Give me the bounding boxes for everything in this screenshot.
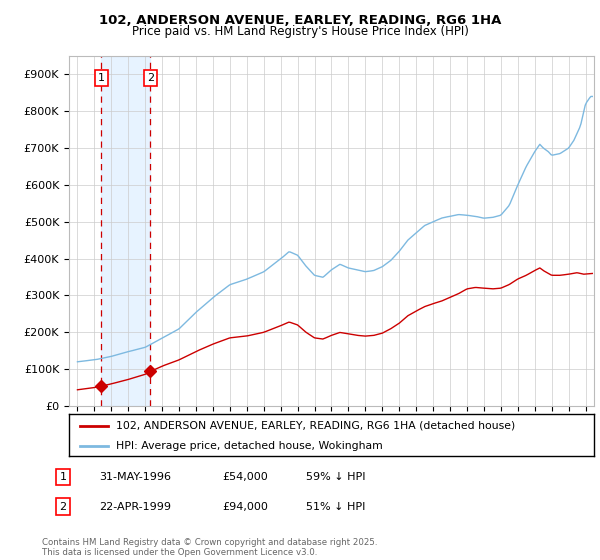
Text: £54,000: £54,000 <box>222 472 268 482</box>
Bar <box>101 56 151 406</box>
Text: 51% ↓ HPI: 51% ↓ HPI <box>306 502 365 512</box>
Text: 102, ANDERSON AVENUE, EARLEY, READING, RG6 1HA: 102, ANDERSON AVENUE, EARLEY, READING, R… <box>99 14 501 27</box>
Text: HPI: Average price, detached house, Wokingham: HPI: Average price, detached house, Woki… <box>116 441 383 451</box>
Text: 2: 2 <box>147 73 154 83</box>
Text: Price paid vs. HM Land Registry's House Price Index (HPI): Price paid vs. HM Land Registry's House … <box>131 25 469 38</box>
Text: Contains HM Land Registry data © Crown copyright and database right 2025.
This d: Contains HM Land Registry data © Crown c… <box>42 538 377 557</box>
Text: 1: 1 <box>59 472 67 482</box>
Text: 22-APR-1999: 22-APR-1999 <box>99 502 171 512</box>
Text: £94,000: £94,000 <box>222 502 268 512</box>
Text: 31-MAY-1996: 31-MAY-1996 <box>99 472 171 482</box>
Text: 2: 2 <box>59 502 67 512</box>
Text: 59% ↓ HPI: 59% ↓ HPI <box>306 472 365 482</box>
Text: 1: 1 <box>98 73 105 83</box>
Text: 102, ANDERSON AVENUE, EARLEY, READING, RG6 1HA (detached house): 102, ANDERSON AVENUE, EARLEY, READING, R… <box>116 421 515 431</box>
